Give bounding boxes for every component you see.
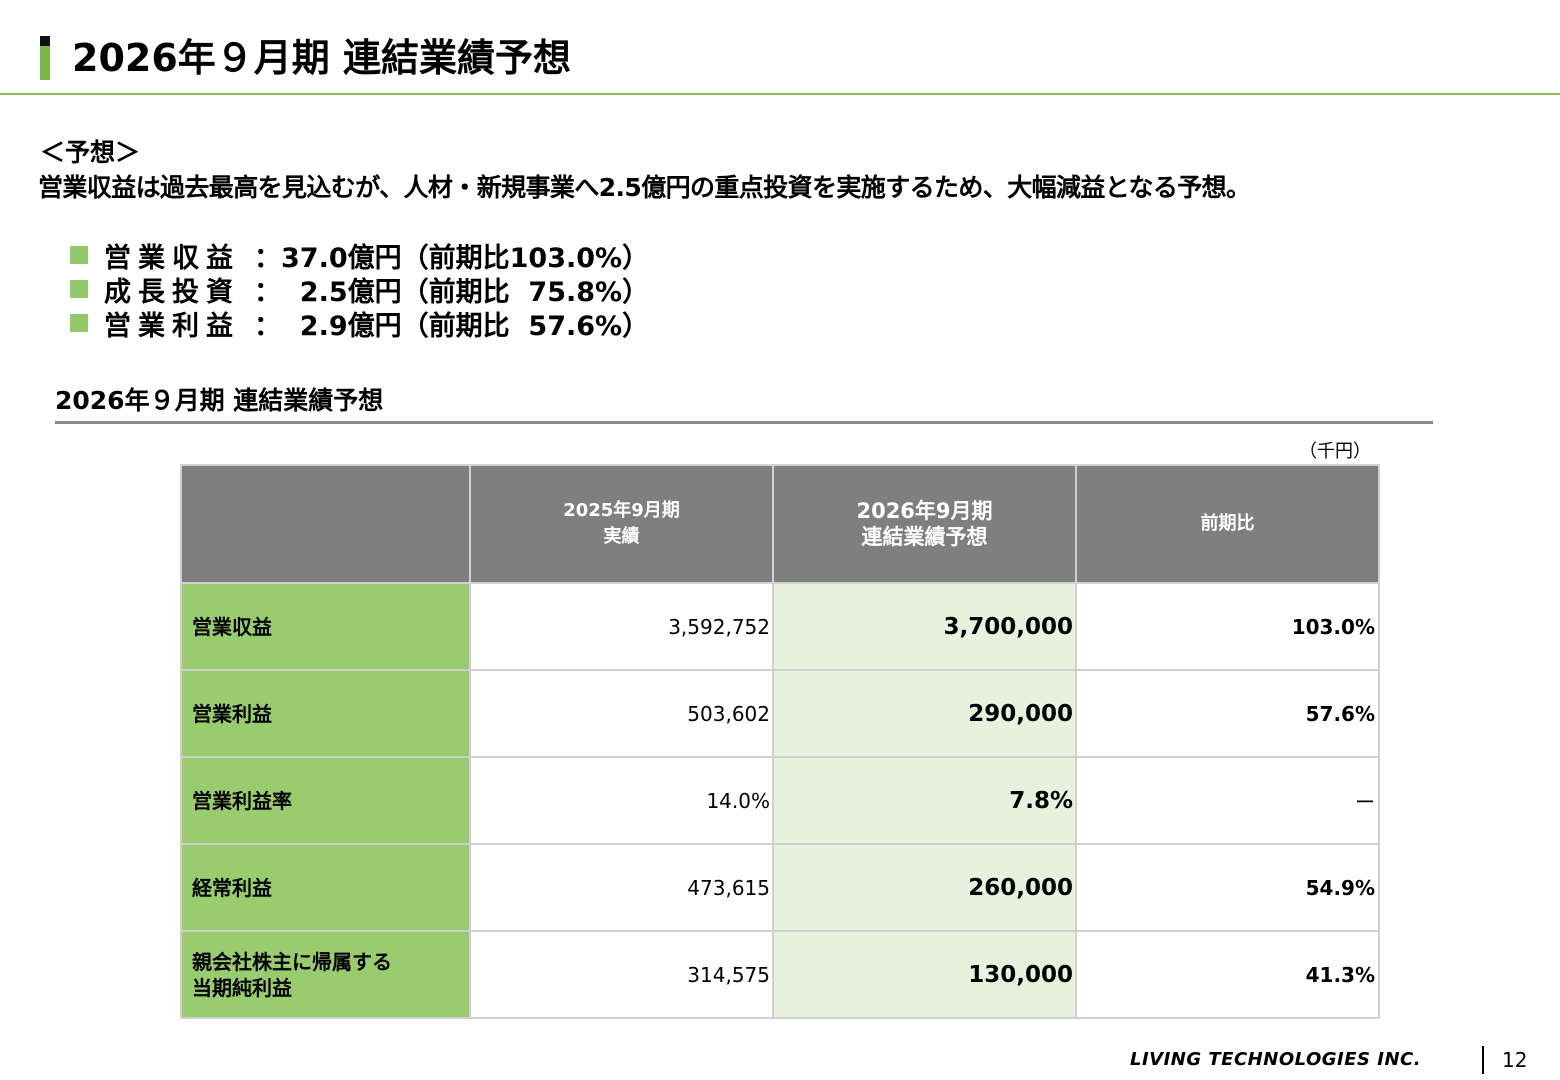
header-curr-forecast: 2026年9月期 連結業績予想	[772, 464, 1077, 584]
section-divider	[55, 421, 1433, 424]
bullet-value: ： 2.9億円（前期比 57.6%）	[254, 310, 650, 342]
yoy-ratio: 54.9%	[1075, 843, 1380, 932]
forecast-bullet-list: 営業収益 ：37.0億円（前期比103.0%） 成長投資 ： 2.5億円（前期比…	[70, 238, 650, 342]
forecast-summary: 営業収益は過去最高を見込むが、人材・新規事業へ2.5億円の重点投資を実施するため…	[38, 173, 1251, 202]
bullet-item-revenue: 営業収益 ：37.0億円（前期比103.0%）	[70, 238, 650, 274]
bullet-value: ： 2.5億円（前期比 75.8%）	[254, 276, 650, 308]
bullet-label: 成長投資	[104, 276, 240, 308]
table-row: 営業収益 3,592,752 3,700,000 103.0%	[180, 582, 1380, 671]
row-label: 営業利益	[180, 669, 471, 758]
company-logo-text: LIVING TECHNOLOGIES INC.	[1130, 1049, 1422, 1070]
table-row: 営業利益率 14.0% 7.8% ー	[180, 756, 1380, 845]
square-bullet-icon	[70, 314, 88, 332]
forecast-value: 7.8%	[772, 756, 1077, 845]
prev-value: 473,615	[469, 843, 774, 932]
header-empty-cell	[180, 464, 471, 584]
bullet-label: 営業収益	[104, 242, 240, 274]
yoy-ratio: 57.6%	[1075, 669, 1380, 758]
bullet-value: ：37.0億円（前期比103.0%）	[254, 242, 650, 274]
footer-divider	[1482, 1046, 1484, 1074]
forecast-value: 290,000	[772, 669, 1077, 758]
page-title: 2026年９月期 連結業績予想	[72, 36, 571, 80]
yoy-ratio: ー	[1075, 756, 1380, 845]
yoy-ratio: 103.0%	[1075, 582, 1380, 671]
header-prev-actual: 2025年9月期 実績	[469, 464, 774, 584]
row-label: 営業収益	[180, 582, 471, 671]
prev-value: 503,602	[469, 669, 774, 758]
title-accent-bar	[40, 36, 50, 80]
title-divider	[0, 93, 1560, 95]
forecast-value: 260,000	[772, 843, 1077, 932]
row-label: 親会社株主に帰属する 当期純利益	[180, 930, 471, 1019]
bullet-item-growth-investment: 成長投資 ： 2.5億円（前期比 75.8%）	[70, 272, 650, 308]
prev-value: 3,592,752	[469, 582, 774, 671]
forecast-table: 2025年9月期 実績 2026年9月期 連結業績予想 前期比 営業収益 3,5…	[180, 464, 1380, 1019]
forecast-value: 3,700,000	[772, 582, 1077, 671]
header-yoy-ratio: 前期比	[1075, 464, 1380, 584]
forecast-value: 130,000	[772, 930, 1077, 1019]
square-bullet-icon	[70, 246, 88, 264]
row-label: 経常利益	[180, 843, 471, 932]
table-row: 親会社株主に帰属する 当期純利益 314,575 130,000 41.3%	[180, 930, 1380, 1019]
unit-label: （千円）	[1299, 441, 1371, 462]
square-bullet-icon	[70, 280, 88, 298]
bullet-label: 営業利益	[104, 310, 240, 342]
table-row: 経常利益 473,615 260,000 54.9%	[180, 843, 1380, 932]
prev-value: 14.0%	[469, 756, 774, 845]
table-row: 営業利益 503,602 290,000 57.6%	[180, 669, 1380, 758]
table-header-row: 2025年9月期 実績 2026年9月期 連結業績予想 前期比	[180, 464, 1380, 584]
table-section-title: 2026年９月期 連結業績予想	[55, 386, 384, 415]
bullet-item-operating-profit: 営業利益 ： 2.9億円（前期比 57.6%）	[70, 306, 650, 342]
forecast-heading: ＜予想＞	[40, 138, 141, 167]
page-number: 12	[1502, 1048, 1528, 1072]
yoy-ratio: 41.3%	[1075, 930, 1380, 1019]
prev-value: 314,575	[469, 930, 774, 1019]
row-label: 営業利益率	[180, 756, 471, 845]
